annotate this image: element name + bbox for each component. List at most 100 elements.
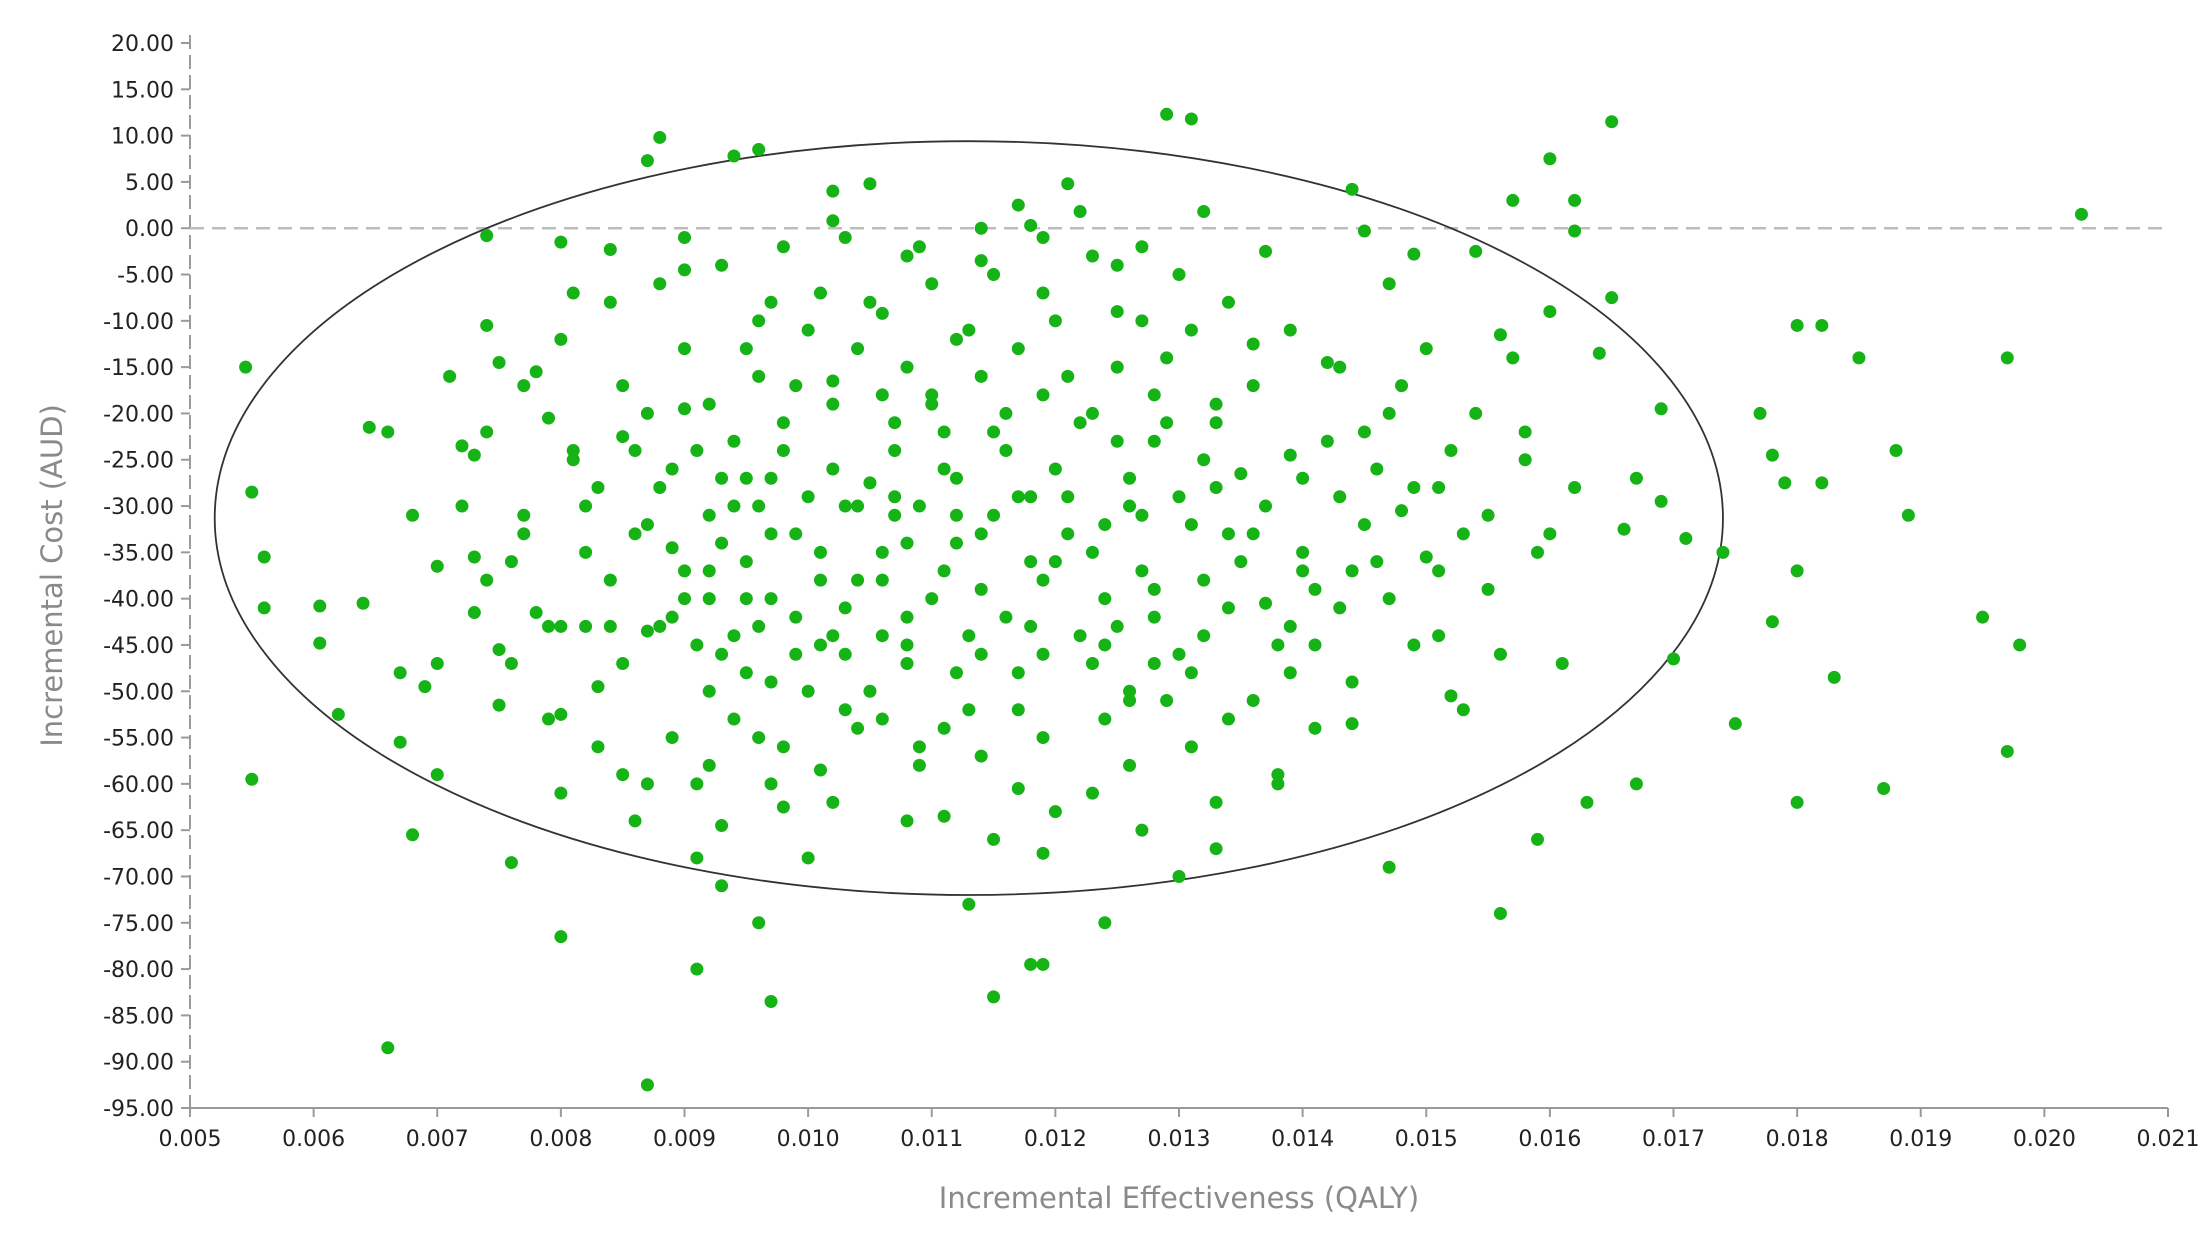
scatter-point bbox=[1197, 629, 1211, 643]
scatter-point bbox=[1531, 832, 1545, 846]
scatter-point bbox=[1024, 619, 1038, 633]
scatter-point bbox=[1048, 314, 1062, 328]
scatter-point bbox=[1271, 777, 1285, 791]
scatter-point bbox=[1110, 360, 1124, 374]
scatter-point bbox=[1605, 115, 1619, 129]
scatter-point bbox=[949, 471, 963, 485]
scatter-point bbox=[1259, 596, 1273, 610]
scatter-point bbox=[1246, 694, 1260, 708]
scatter-point bbox=[665, 462, 679, 476]
scatter-point bbox=[764, 471, 778, 485]
scatter-point bbox=[1432, 481, 1446, 495]
scatter-point bbox=[443, 369, 457, 383]
scatter-point bbox=[517, 527, 531, 541]
scatter-point bbox=[813, 286, 827, 300]
scatter-point bbox=[949, 332, 963, 346]
scatter-point bbox=[1283, 666, 1297, 680]
scatter-point bbox=[739, 555, 753, 569]
scatter-point bbox=[1221, 295, 1235, 309]
scatter-point bbox=[1333, 490, 1347, 504]
scatter-point bbox=[900, 814, 914, 828]
scatter-point bbox=[1493, 907, 1507, 921]
scatter-point bbox=[1024, 555, 1038, 569]
scatter-point bbox=[1024, 218, 1038, 232]
scatter-point bbox=[690, 851, 704, 865]
scatter-point bbox=[313, 599, 327, 613]
scatter-point bbox=[1444, 443, 1458, 457]
scatter-point bbox=[1580, 795, 1594, 809]
scatter-point bbox=[554, 786, 568, 800]
scatter-point bbox=[764, 995, 778, 1008]
scatter-point bbox=[900, 656, 914, 670]
scatter-point bbox=[653, 277, 667, 291]
x-tick-label: 0.012 bbox=[1024, 1127, 1087, 1152]
scatter-point bbox=[838, 703, 852, 717]
scatter-point bbox=[764, 295, 778, 309]
x-tick-label: 0.010 bbox=[777, 1127, 840, 1152]
scatter-point bbox=[678, 230, 691, 244]
scatter-point bbox=[987, 268, 1001, 282]
y-tick-label: 10.00 bbox=[111, 125, 174, 150]
scatter-point bbox=[1320, 356, 1334, 369]
scatter-point bbox=[1061, 527, 1075, 541]
scatter-point bbox=[1271, 638, 1285, 652]
scatter-point bbox=[2074, 207, 2088, 221]
scatter-point bbox=[1481, 582, 1495, 596]
scatter-point bbox=[1518, 453, 1532, 467]
scatter-point bbox=[1197, 205, 1211, 219]
scatter-point bbox=[1889, 443, 1903, 457]
scatter-point bbox=[1209, 481, 1223, 495]
scatter-point bbox=[1098, 518, 1112, 532]
scatter-point bbox=[715, 471, 729, 485]
scatter-point bbox=[678, 564, 691, 578]
y-tick-label: -95.00 bbox=[103, 1097, 174, 1122]
scatter-point bbox=[702, 758, 716, 772]
scatter-point bbox=[1184, 323, 1198, 337]
scatter-point bbox=[1259, 499, 1273, 513]
scatter-point bbox=[1036, 573, 1050, 587]
scatter-point bbox=[640, 406, 654, 420]
scatter-point bbox=[566, 443, 580, 457]
scatter-point bbox=[1036, 647, 1050, 661]
scatter-point bbox=[1011, 703, 1025, 717]
scatter-point bbox=[702, 564, 716, 578]
scatter-point bbox=[1073, 629, 1087, 643]
x-tick-label: 0.017 bbox=[1642, 1127, 1705, 1152]
scatter-point bbox=[257, 550, 271, 564]
scatter-point bbox=[1098, 638, 1112, 652]
scatter-point bbox=[1432, 629, 1446, 643]
scatter-point bbox=[1345, 182, 1359, 196]
scatter-point bbox=[1629, 471, 1643, 485]
scatter-point bbox=[542, 411, 556, 425]
scatter-point bbox=[925, 592, 939, 606]
scatter-point bbox=[239, 360, 253, 374]
scatter-point bbox=[1184, 740, 1198, 754]
scatter-point bbox=[826, 374, 840, 388]
scatter-point bbox=[492, 698, 506, 712]
scatter-point bbox=[1654, 402, 1668, 416]
scatter-point bbox=[480, 229, 494, 243]
scatter-point bbox=[949, 508, 963, 522]
scatter-point bbox=[1654, 494, 1668, 508]
x-tick-label: 0.015 bbox=[1395, 1127, 1458, 1152]
scatter-point bbox=[1246, 379, 1260, 393]
scatter-point bbox=[1370, 555, 1384, 569]
scatter-point bbox=[653, 130, 667, 144]
scatter-point bbox=[813, 638, 827, 652]
scatter-point bbox=[406, 828, 420, 842]
scatter-point bbox=[875, 545, 889, 559]
scatter-point bbox=[764, 777, 778, 791]
scatter-point bbox=[579, 499, 593, 513]
scatter-point bbox=[542, 712, 556, 726]
scatter-point bbox=[1147, 610, 1161, 624]
scatter-point bbox=[603, 295, 617, 309]
scatter-point bbox=[1296, 564, 1310, 578]
scatter-point bbox=[727, 149, 741, 163]
scatter-point bbox=[752, 499, 766, 513]
scatter-point bbox=[480, 425, 494, 439]
scatter-point bbox=[579, 545, 593, 559]
scatter-point bbox=[789, 527, 803, 541]
scatter-point bbox=[1901, 508, 1915, 522]
scatter-point bbox=[1234, 467, 1248, 481]
scatter-point bbox=[1753, 406, 1767, 420]
